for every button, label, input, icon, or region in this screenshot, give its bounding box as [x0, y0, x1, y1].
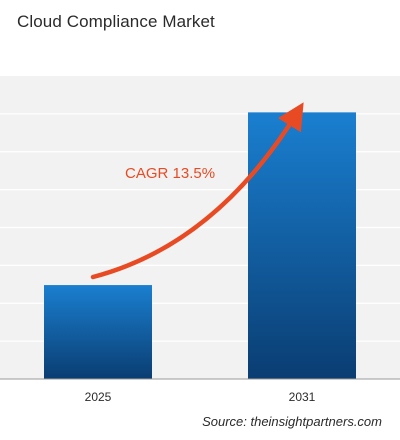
- cagr-arrow: [90, 102, 304, 280]
- bars-group: [44, 112, 356, 380]
- chart-title: Cloud Compliance Market: [17, 12, 215, 31]
- bar-2031: [248, 112, 356, 380]
- x-tick-label-2031: 2031: [289, 390, 316, 404]
- cagr-annotation: CAGR 13.5%: [125, 165, 215, 182]
- bar-2025: [44, 285, 152, 379]
- x-tick-label-2025: 2025: [85, 390, 112, 404]
- x-tick-labels: 2025 2031: [85, 390, 316, 404]
- source-credit: Source: theinsightpartners.com: [202, 414, 382, 429]
